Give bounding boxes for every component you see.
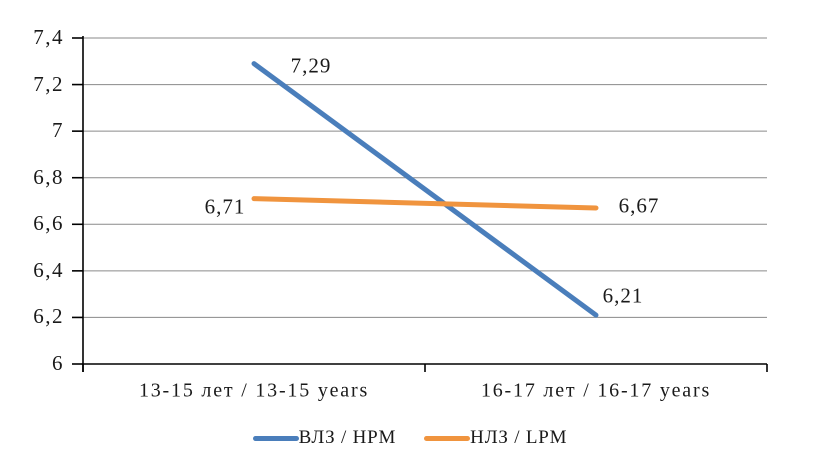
legend-label-hpm: ВЛЗ / HPM bbox=[298, 427, 397, 448]
y-axis-tick-label: 7,4 bbox=[33, 25, 64, 49]
x-axis-category-label: 13-15 лет / 13-15 years bbox=[138, 379, 370, 402]
y-axis-tick-label: 6,6 bbox=[33, 211, 64, 236]
y-axis-tick-label: 6,2 bbox=[33, 304, 64, 329]
legend: ВЛЗ / HPM НЛЗ / LPM bbox=[0, 422, 820, 454]
legend-entry-hpm: ВЛЗ / HPM bbox=[252, 427, 397, 449]
hpm-series-line-icon bbox=[252, 435, 299, 441]
data-label: 7,29 bbox=[290, 53, 332, 78]
y-axis-tick-label: 6,8 bbox=[33, 164, 64, 189]
legend-entry-lpm: НЛЗ / LPM bbox=[424, 427, 567, 449]
y-axis-tick-label: 6 bbox=[52, 351, 64, 375]
y-axis-tick-label: 6,4 bbox=[33, 257, 64, 282]
data-label: 6,21 bbox=[602, 283, 644, 308]
data-label: 6,71 bbox=[204, 194, 246, 219]
y-axis-tick-label: 7 bbox=[52, 118, 64, 143]
y-axis-tick-label: 7,2 bbox=[33, 71, 64, 96]
series-line-hpm bbox=[251, 61, 599, 318]
x-axis-category-label: 16-17 лет / 16-17 years bbox=[480, 379, 712, 402]
series-line-lpm bbox=[251, 196, 599, 211]
legend-label-lpm: НЛЗ / LPM bbox=[470, 427, 568, 448]
data-label: 6,67 bbox=[618, 193, 660, 218]
lpm-series-line-icon bbox=[424, 435, 471, 441]
